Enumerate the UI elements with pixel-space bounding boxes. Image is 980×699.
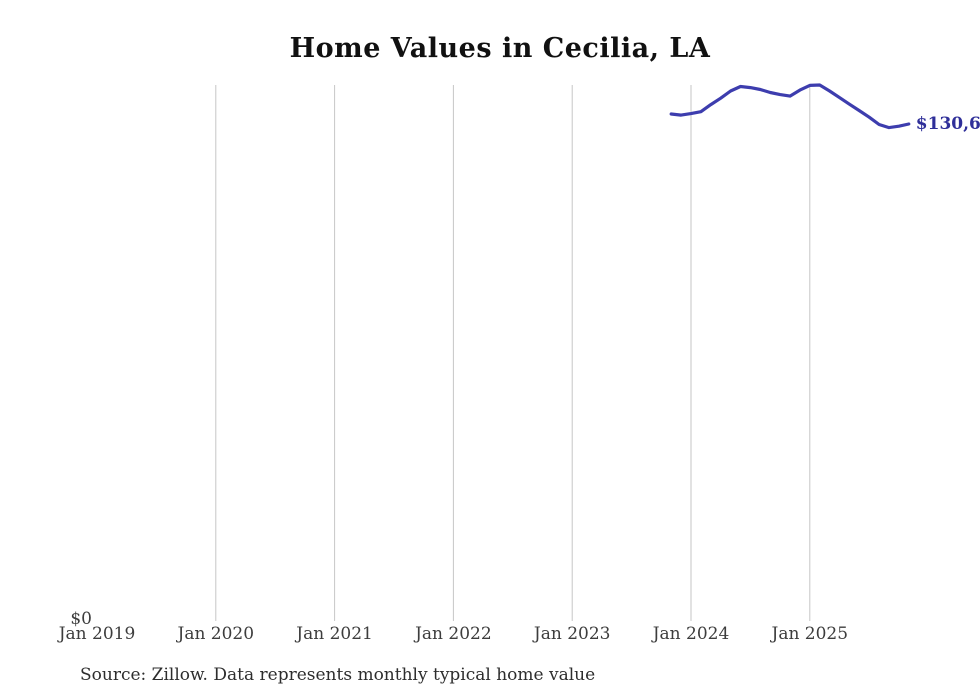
home-value-series-line <box>669 83 911 130</box>
chart-title: Home Values in Cecilia, LA <box>289 33 711 64</box>
x-axis-tick-label: Jan 2021 <box>296 624 373 644</box>
x-axis-tick-label: Jan 2019 <box>58 624 136 644</box>
x-axis-tick-label: Jan 2023 <box>533 624 611 644</box>
x-axis-tick-label: Jan 2025 <box>771 624 849 644</box>
x-axis-tick-label: Jan 2022 <box>415 624 492 644</box>
y-axis-zero-label: $0 <box>70 609 92 629</box>
x-axis-tick-label: Jan 2020 <box>177 624 255 644</box>
x-axis-tick-label: Jan 2024 <box>652 624 730 644</box>
source-note: Source: Zillow. Data represents monthly … <box>80 665 596 685</box>
latest-value-label: $130,644 <box>915 114 980 134</box>
